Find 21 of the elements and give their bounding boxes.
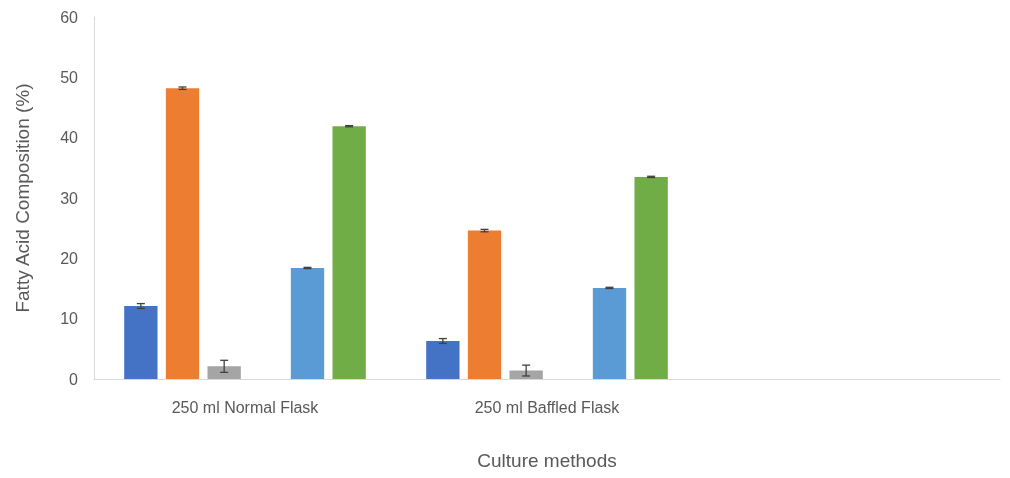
y-tick-label: 40 [60, 129, 79, 147]
bar [124, 306, 158, 379]
y-tick-label: 20 [60, 249, 79, 267]
y-tick-label: 50 [60, 68, 79, 86]
bar [509, 370, 543, 379]
bar [207, 366, 241, 379]
bar [426, 340, 460, 379]
y-tick-label: 10 [60, 310, 79, 328]
bar [332, 126, 366, 379]
bar [634, 176, 668, 379]
y-tick-label: 60 [60, 8, 79, 26]
y-axis-title: Fatty Acid Composition (%) [12, 83, 33, 313]
bar [467, 230, 502, 379]
bar [592, 287, 627, 379]
x-tick-label: 250 ml Normal Flask [171, 398, 320, 416]
y-tick-label: 30 [60, 189, 79, 207]
x-tick-label: 250 ml Baffled Flask [474, 398, 621, 416]
y-tick-label: 0 [69, 370, 79, 388]
bar [165, 88, 200, 379]
x-axis-title: Culture methods [477, 450, 617, 471]
bar [290, 267, 325, 379]
